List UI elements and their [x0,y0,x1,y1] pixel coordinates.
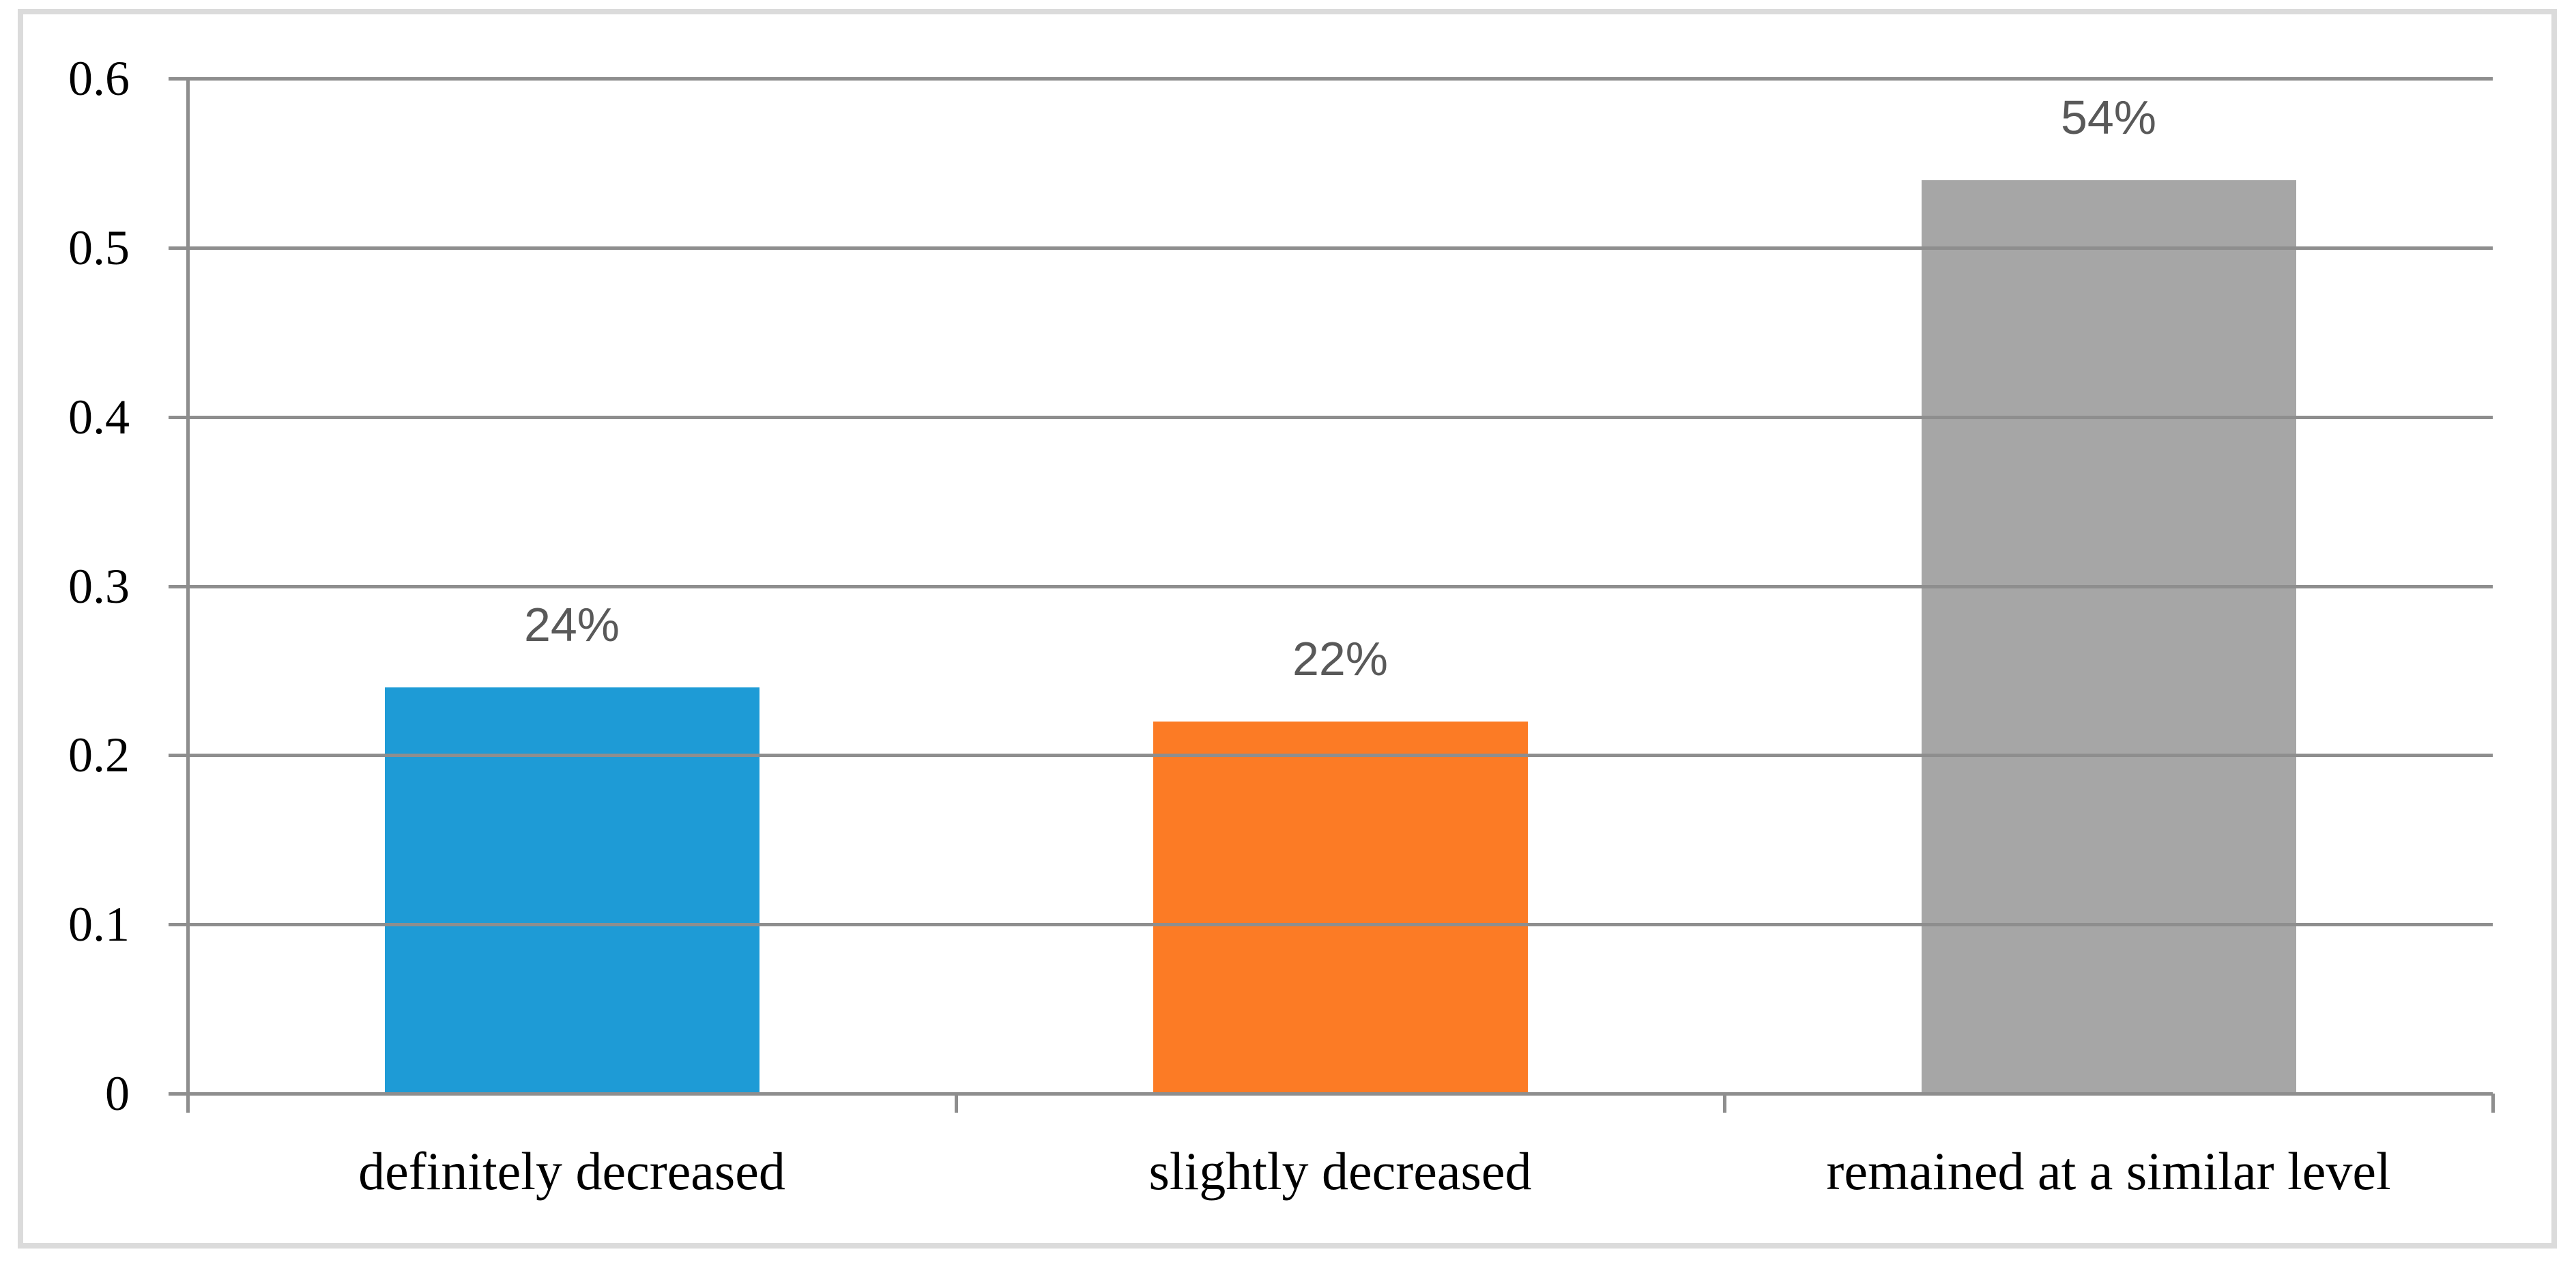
bar-slightly-decreased [1153,722,1528,1094]
gridline [169,584,2493,588]
x-axis-category-label: remained at a similar level [1826,1141,2391,1201]
x-axis-line [169,1092,2493,1096]
y-axis-tick-label: 0.3 [68,558,130,614]
gridline [169,77,2493,81]
y-axis-tick-label: 0.6 [68,51,130,106]
gridline [169,754,2493,758]
bar-value-label: 22% [1292,632,1389,685]
gridline [169,923,2493,927]
x-axis-tick [2491,1094,2495,1113]
x-axis-tick [955,1094,958,1113]
bar-definitely-decreased [385,687,759,1094]
bar-value-label: 54% [2060,91,2157,144]
y-axis-tick-label: 0.5 [68,220,130,275]
x-axis-category-label: slightly decreased [1148,1141,1532,1201]
gridline [169,246,2493,250]
y-axis-tick-label: 0.1 [68,897,130,952]
y-axis-tick-label: 0.2 [68,728,130,783]
y-axis-tick-label: 0 [105,1066,130,1121]
y-axis-tick-label: 0.4 [68,389,130,444]
bar-remained-at-a-similar-level [1922,180,2296,1094]
x-axis-tick [1723,1094,1726,1113]
y-axis-line [186,79,190,1113]
bar-value-label: 24% [523,598,620,651]
gridline [169,415,2493,419]
x-axis-category-label: definitely decreased [358,1141,785,1201]
